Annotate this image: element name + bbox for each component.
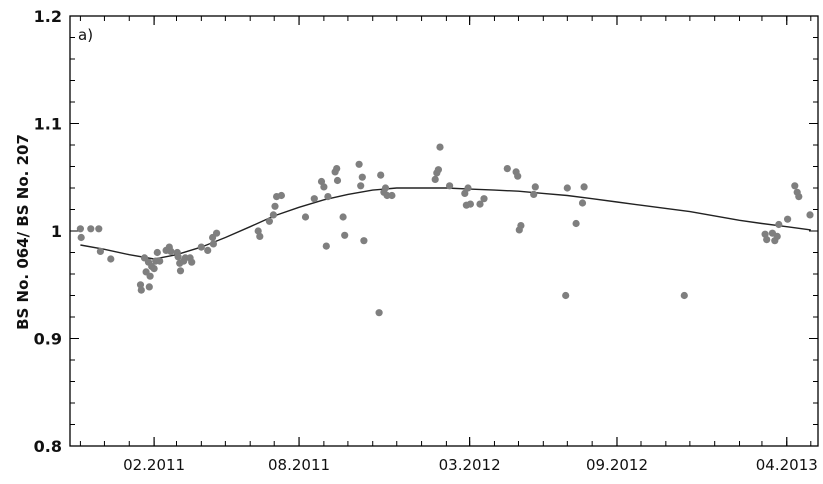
data-point	[563, 184, 571, 192]
data-point	[317, 177, 326, 186]
data-point	[76, 225, 84, 233]
data-point	[167, 247, 175, 255]
data-point	[360, 237, 368, 245]
data-point	[355, 160, 363, 168]
y-tick-label: 1.1	[34, 115, 62, 134]
data-point	[466, 200, 474, 208]
data-point	[176, 267, 185, 275]
data-point	[517, 222, 525, 230]
data-point	[145, 283, 153, 291]
data-point	[277, 191, 285, 200]
data-point	[530, 190, 538, 198]
x-tick-label: 08.2011	[268, 456, 330, 474]
data-point	[446, 182, 454, 190]
plot-border	[69, 15, 819, 447]
data-point	[784, 215, 792, 223]
y-axis-label: BS No. 064/ BS No. 207	[14, 134, 32, 330]
x-tick-label: 04.2013	[756, 456, 818, 474]
data-point	[531, 183, 539, 191]
data-point	[333, 165, 341, 173]
data-point	[357, 182, 365, 190]
x-tick-label: 02.2011	[123, 456, 185, 474]
data-point	[572, 219, 580, 228]
plot-frame	[69, 15, 819, 447]
trend-line	[80, 187, 811, 260]
data-point	[562, 291, 570, 300]
data-point	[77, 233, 85, 242]
data-point	[107, 255, 115, 263]
data-point	[680, 291, 688, 300]
data-point	[322, 242, 330, 250]
data-point	[271, 202, 279, 210]
data-point	[254, 227, 262, 235]
data-points-layer	[76, 143, 814, 317]
data-point	[480, 195, 488, 203]
data-point	[578, 199, 587, 207]
data-point	[213, 229, 221, 237]
data-point	[503, 165, 511, 173]
data-point	[324, 193, 332, 201]
data-point	[137, 286, 145, 294]
data-point	[269, 211, 277, 219]
data-point	[146, 272, 154, 280]
data-point	[514, 172, 522, 180]
data-point	[375, 309, 383, 317]
panel-label: a)	[78, 26, 93, 44]
data-point	[461, 189, 469, 197]
data-point	[761, 230, 769, 238]
data-point	[150, 265, 158, 273]
data-point	[773, 232, 781, 240]
data-point	[265, 217, 273, 225]
x-tick-label: 03.2012	[439, 456, 501, 474]
data-point	[256, 232, 264, 240]
y-tick-label: 1.2	[34, 7, 62, 26]
data-point	[339, 213, 347, 221]
data-point	[476, 200, 484, 208]
data-point	[310, 195, 318, 203]
data-point	[795, 193, 803, 201]
data-point	[96, 247, 104, 255]
data-point	[464, 184, 472, 192]
data-point	[377, 171, 385, 179]
data-point	[188, 258, 196, 266]
data-point	[580, 183, 588, 191]
data-point	[204, 246, 212, 254]
x-axis-ticks: 02.2011 08.2011 03.2012 09.2012 04.2013	[79, 16, 818, 474]
trend-line-layer	[80, 187, 811, 260]
data-point	[791, 182, 799, 190]
y-tick-label: 1	[51, 222, 62, 241]
data-point	[775, 220, 783, 229]
data-point	[87, 225, 95, 233]
data-point	[209, 240, 217, 248]
data-point	[358, 173, 366, 181]
data-point	[763, 236, 771, 244]
data-point	[431, 175, 439, 183]
data-point	[156, 257, 164, 265]
data-point	[434, 166, 442, 174]
data-point	[436, 143, 444, 151]
data-point	[320, 183, 328, 191]
y-tick-label: 0.9	[34, 330, 62, 349]
data-point	[301, 213, 310, 221]
x-tick-label: 09.2012	[586, 456, 648, 474]
y-tick-label: 0.8	[34, 437, 62, 456]
y-axis-ticks: 0.8 0.9 1 1.1 1.2	[34, 7, 818, 456]
data-point	[388, 191, 396, 200]
data-point	[95, 225, 103, 233]
data-point	[333, 176, 342, 185]
data-point	[197, 243, 205, 251]
data-point	[341, 231, 349, 239]
data-point	[136, 281, 145, 289]
data-point	[153, 248, 161, 257]
data-point	[174, 253, 182, 261]
data-point	[806, 211, 814, 219]
data-point	[381, 184, 390, 192]
